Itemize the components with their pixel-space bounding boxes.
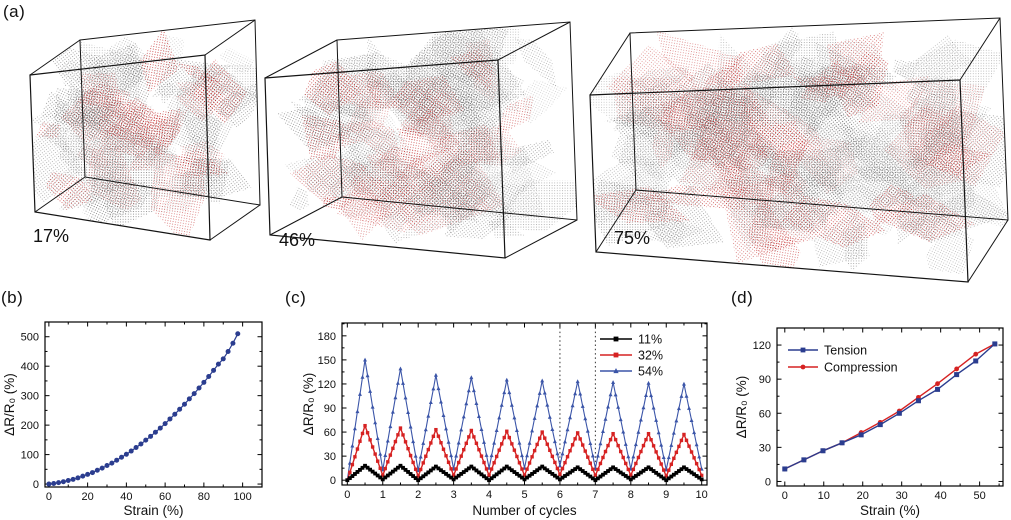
svg-text:20: 20	[857, 490, 869, 502]
svg-text:1: 1	[380, 489, 386, 501]
chart-c-cycling-response: 0 1 2 3 4 5 6 7 8 9 10 0 30 60 90 120 150 180 Number of cy…	[301, 322, 708, 518]
svg-text:300: 300	[21, 391, 39, 403]
svg-text:Number of cycles: Number of cycles	[472, 503, 577, 518]
svg-text:4: 4	[486, 489, 492, 501]
strain-label-46: 46%	[279, 230, 316, 250]
svg-text:30: 30	[324, 451, 336, 463]
svg-text:0: 0	[344, 489, 350, 501]
svg-text:20: 20	[82, 491, 94, 503]
svg-text:100: 100	[233, 491, 251, 503]
panel-c-label: (c)	[285, 288, 307, 307]
svg-text:2: 2	[415, 489, 421, 501]
svg-text:180: 180	[318, 331, 336, 343]
svg-text:30: 30	[896, 490, 908, 502]
svg-text:60: 60	[759, 408, 771, 420]
panel-a-label: (a)	[3, 2, 26, 21]
svg-text:Strain (%): Strain (%)	[123, 503, 183, 518]
panel-a-renderings	[29, 17, 1009, 283]
panel-d-label: (d)	[731, 288, 754, 307]
svg-text:0: 0	[46, 491, 52, 503]
svg-text:10: 10	[818, 490, 830, 502]
chart-d-tension-compression: 0 10 20 30 40 50 0 30 60 90 120 Strain (%) ΔR/R₀ (%)…	[734, 327, 1004, 518]
svg-text:ΔR/R₀ (%): ΔR/R₀ (%)	[2, 373, 17, 436]
svg-text:50: 50	[973, 490, 985, 502]
svg-text:ΔR/R₀ (%): ΔR/R₀ (%)	[734, 376, 749, 439]
strain-label-75: 75%	[614, 228, 651, 248]
svg-text:54%: 54%	[638, 365, 663, 379]
svg-text:6: 6	[557, 489, 563, 501]
svg-text:Tension: Tension	[824, 344, 867, 358]
svg-text:32%: 32%	[638, 349, 663, 363]
svg-text:400: 400	[21, 361, 39, 373]
svg-text:0: 0	[765, 476, 771, 488]
svg-text:40: 40	[120, 491, 132, 503]
svg-text:0: 0	[330, 475, 336, 487]
svg-text:60: 60	[324, 427, 336, 439]
svg-text:9: 9	[663, 489, 669, 501]
svg-text:ΔR/R₀ (%): ΔR/R₀ (%)	[301, 373, 316, 436]
svg-text:7: 7	[592, 489, 598, 501]
svg-text:30: 30	[759, 442, 771, 454]
svg-text:120: 120	[318, 379, 336, 391]
svg-text:Strain (%): Strain (%)	[860, 503, 920, 518]
svg-text:5: 5	[521, 489, 527, 501]
svg-text:500: 500	[21, 332, 39, 344]
svg-text:100: 100	[21, 450, 39, 462]
svg-text:11%: 11%	[638, 333, 662, 347]
panel-b-label: (b)	[1, 288, 24, 307]
svg-text:80: 80	[198, 491, 210, 503]
svg-text:3: 3	[451, 489, 457, 501]
svg-text:8: 8	[628, 489, 634, 501]
chart-b-strain-response: 0 20 40 60 80 100 0 100 200 300 400 500 Strain (%) ΔR…	[2, 321, 263, 518]
svg-text:200: 200	[21, 420, 39, 432]
svg-text:150: 150	[318, 355, 336, 367]
svg-text:120: 120	[753, 340, 771, 352]
svg-text:0: 0	[782, 490, 788, 502]
svg-text:0: 0	[33, 479, 39, 491]
strain-label-17: 17%	[33, 226, 70, 246]
svg-text:40: 40	[935, 490, 947, 502]
svg-text:Compression: Compression	[824, 361, 898, 375]
svg-text:60: 60	[159, 491, 171, 503]
svg-text:90: 90	[324, 403, 336, 415]
svg-text:90: 90	[759, 374, 771, 386]
svg-text:10: 10	[696, 489, 708, 501]
